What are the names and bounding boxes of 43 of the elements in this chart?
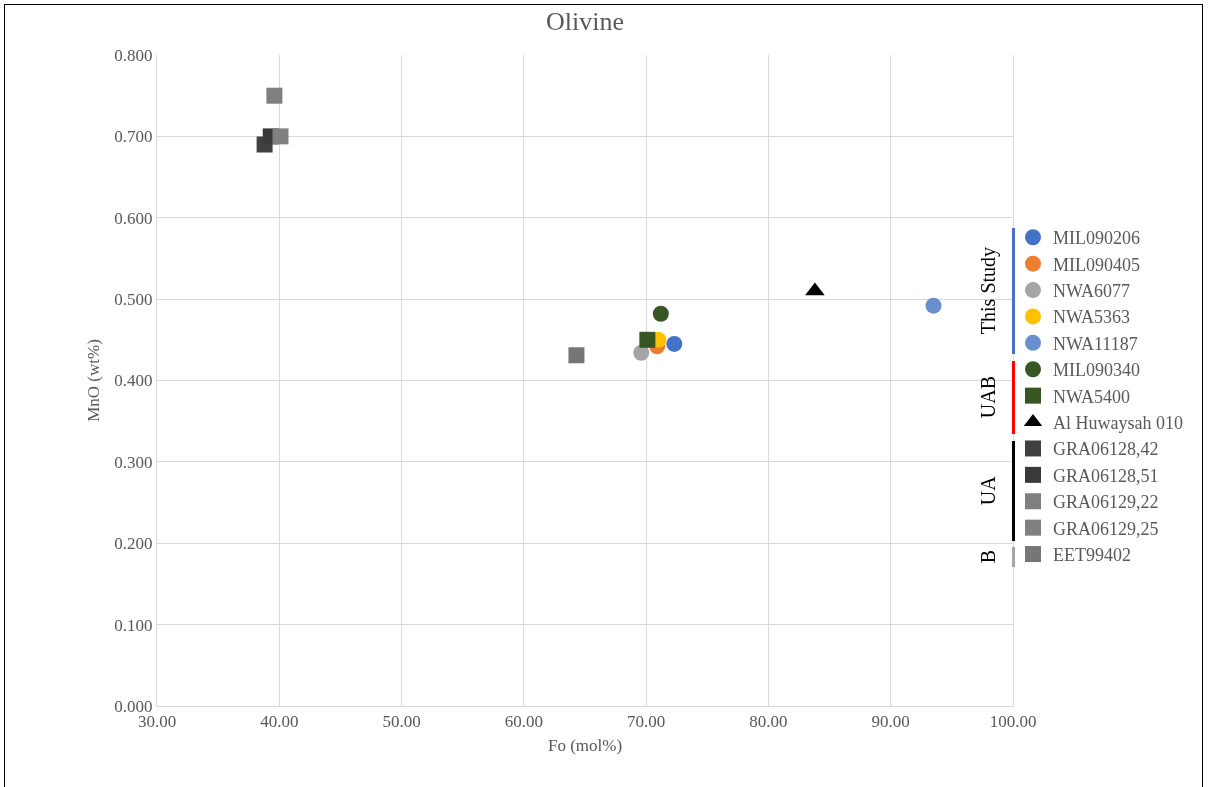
annotation: UAB [977, 375, 1000, 419]
y-tick-label: 0.100 [114, 615, 153, 635]
y-tick-label: 0.700 [114, 127, 153, 147]
x-tick-label: 80.00 [749, 712, 788, 732]
legend-label: EET99402 [1053, 545, 1131, 566]
point [666, 335, 683, 352]
legend-label: GRA06128,42 [1053, 439, 1159, 460]
x-tick-label: 60.00 [504, 712, 543, 732]
x-tick-label: 40.00 [260, 712, 299, 732]
y-tick-label: 0.300 [114, 452, 153, 472]
y-axis-title: MnO (wt%) [83, 339, 103, 422]
x-tick-label: 50.00 [382, 712, 421, 732]
legend-label: MIL090340 [1053, 360, 1140, 381]
x-tick-label: 70.00 [627, 712, 666, 732]
point [639, 331, 656, 348]
y-tick-label: 0.500 [114, 290, 153, 310]
legend-label: GRA06129,22 [1053, 492, 1159, 513]
legend-label: NWA5363 [1053, 307, 1130, 328]
y-tick-label: 0.600 [114, 208, 153, 228]
point [568, 347, 585, 364]
point [925, 297, 942, 314]
y-tick-label: 0.200 [114, 534, 153, 554]
point [652, 305, 669, 322]
annotation: This Study [977, 246, 1001, 335]
point [805, 282, 825, 296]
legend-label: MIL090206 [1053, 228, 1140, 249]
x-tick-label: 90.00 [871, 712, 910, 732]
x-tick-label: 100.00 [989, 712, 1037, 732]
legend-label: GRA06128,51 [1053, 465, 1159, 486]
point [266, 87, 283, 104]
legend-label: GRA06129,25 [1053, 518, 1159, 539]
y-tick-label: 0.800 [114, 45, 153, 65]
annotation: B [977, 549, 1000, 564]
x-axis-title: Fo (mol%) [547, 735, 623, 755]
legend-label: MIL090405 [1053, 254, 1140, 275]
point [272, 128, 289, 145]
legend-label: NWA5400 [1053, 386, 1130, 407]
annotation: UA [977, 475, 1000, 506]
legend-label: Al Huwaysah 010 [1053, 413, 1183, 434]
y-tick-label: 0.400 [114, 371, 153, 391]
chart-title: Olivine [546, 7, 624, 36]
legend-label: NWA11187 [1053, 333, 1138, 354]
legend-label: NWA6077 [1053, 281, 1130, 302]
